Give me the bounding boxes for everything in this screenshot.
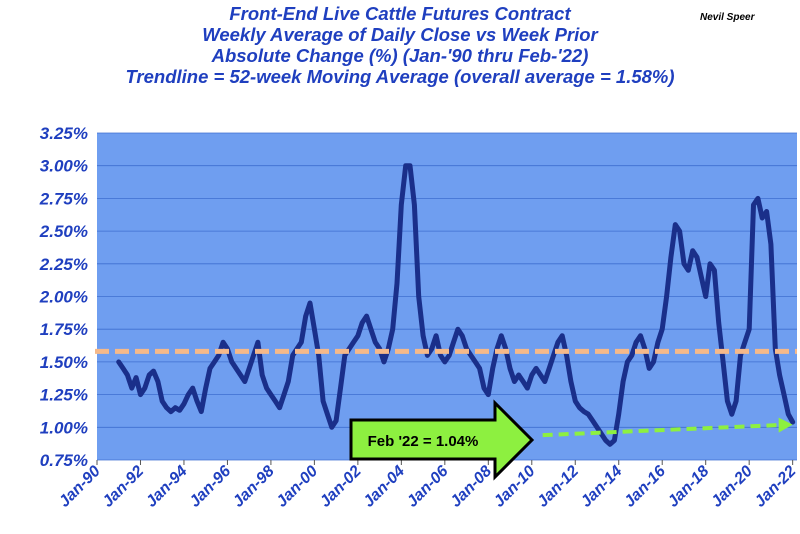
y-tick-label: 2.25% [39, 255, 88, 274]
y-tick-label: 1.00% [40, 418, 88, 437]
x-tick-label: Jan-08 [447, 463, 495, 511]
series-line [116, 163, 796, 447]
x-tick-label: Jan-06 [404, 463, 452, 511]
trend-arrow-line [542, 422, 781, 438]
y-tick-label: 0.75% [40, 451, 88, 470]
x-axis-ticks: Jan-90Jan-92Jan-94Jan-96Jan-98Jan-00Jan-… [56, 460, 800, 511]
y-tick-label: 3.00% [40, 157, 88, 176]
x-tick-label: Jan-18 [665, 463, 713, 511]
chart-title-line-4: Trendline = 52-week Moving Average (over… [125, 66, 675, 87]
callout-label: Feb '22 = 1.04% [368, 433, 479, 450]
x-tick-label: Jan-04 [360, 463, 408, 511]
x-tick-label: Jan-02 [317, 463, 365, 511]
y-tick-label: 3.25% [40, 124, 88, 143]
x-tick-label: Jan-92 [99, 463, 147, 511]
x-tick-label: Jan-14 [578, 463, 626, 511]
author-credit: Nevil Speer [700, 12, 755, 23]
chart-title-line-3: Absolute Change (%) (Jan-'90 thru Feb-'2… [211, 45, 589, 66]
callout-arrow-shape [349, 399, 535, 481]
x-tick-label: Jan-96 [186, 463, 234, 511]
chart-title-line-2: Weekly Average of Daily Close vs Week Pr… [202, 24, 598, 45]
x-tick-label: Jan-98 [230, 463, 278, 511]
x-tick-label: Jan-16 [621, 463, 669, 511]
y-tick-label: 2.00% [39, 288, 88, 307]
y-tick-label: 2.75% [39, 189, 88, 208]
x-tick-label: Jan-20 [708, 463, 756, 511]
trend-arrow-head [778, 417, 793, 433]
x-tick-label: Jan-00 [273, 463, 321, 511]
y-tick-label: 1.75% [40, 320, 88, 339]
y-tick-label: 2.50% [39, 222, 88, 241]
chart-title-line-1: Front-End Live Cattle Futures Contract [229, 3, 571, 24]
y-axis-ticks: 0.75% 1.00% 1.25% 1.50% 1.75% 2.00% 2.25% 2.50%… [39, 124, 88, 470]
x-tick-label: Jan-22 [752, 463, 800, 511]
x-tick-label: Jan-12 [534, 463, 582, 511]
y-tick-label: 1.25% [40, 386, 88, 405]
callout-box: Feb '22 = 1.04% [349, 399, 535, 481]
x-tick-label: Jan-94 [143, 463, 191, 511]
y-tick-label: 1.50% [40, 353, 88, 372]
